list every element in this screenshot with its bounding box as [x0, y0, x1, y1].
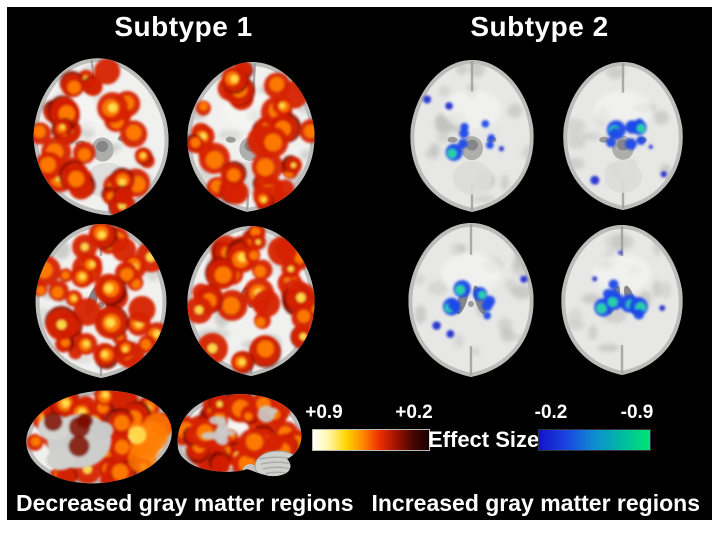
colorbar-title: Effect Size [428, 427, 540, 452]
brain-panel-s1-inferior-3d [22, 383, 176, 491]
hot-colorbar [312, 429, 430, 451]
cool-colorbar-max-label: -0.9 [620, 402, 654, 423]
brain-panel-s2-axial-row2-right [561, 225, 683, 375]
cool-colorbar [538, 429, 651, 451]
hot-colorbar-max-label: +0.9 [305, 402, 343, 423]
brain-panel-s1-lateral-3d [177, 394, 302, 477]
subtype1-title: Subtype 1 [114, 11, 253, 42]
cool-colorbar-min-label: -0.2 [534, 402, 568, 423]
brain-panel-s2-axial-row1-left [410, 60, 534, 212]
brain-panel-s2-axial-row2-left [408, 223, 534, 377]
brain-panel-s1-axial-row1-right [183, 58, 319, 216]
subtype2-caption: Increased gray matter regions [371, 490, 700, 516]
figure-canvas: Subtype 1 Subtype 2 +0.9 +0.2 Effect Siz… [7, 7, 712, 520]
brain-panel-s1-axial-row1-left [29, 54, 173, 220]
subtype2-title: Subtype 2 [470, 11, 609, 42]
brain-panel-s2-axial-row1-right [563, 62, 683, 210]
brain-panel-s1-axial-row2-left [35, 224, 167, 378]
hot-colorbar-min-label: +0.2 [395, 402, 433, 423]
brain-panel-s1-axial-row2-right [187, 226, 315, 376]
subtype1-caption: Decreased gray matter regions [16, 490, 354, 516]
